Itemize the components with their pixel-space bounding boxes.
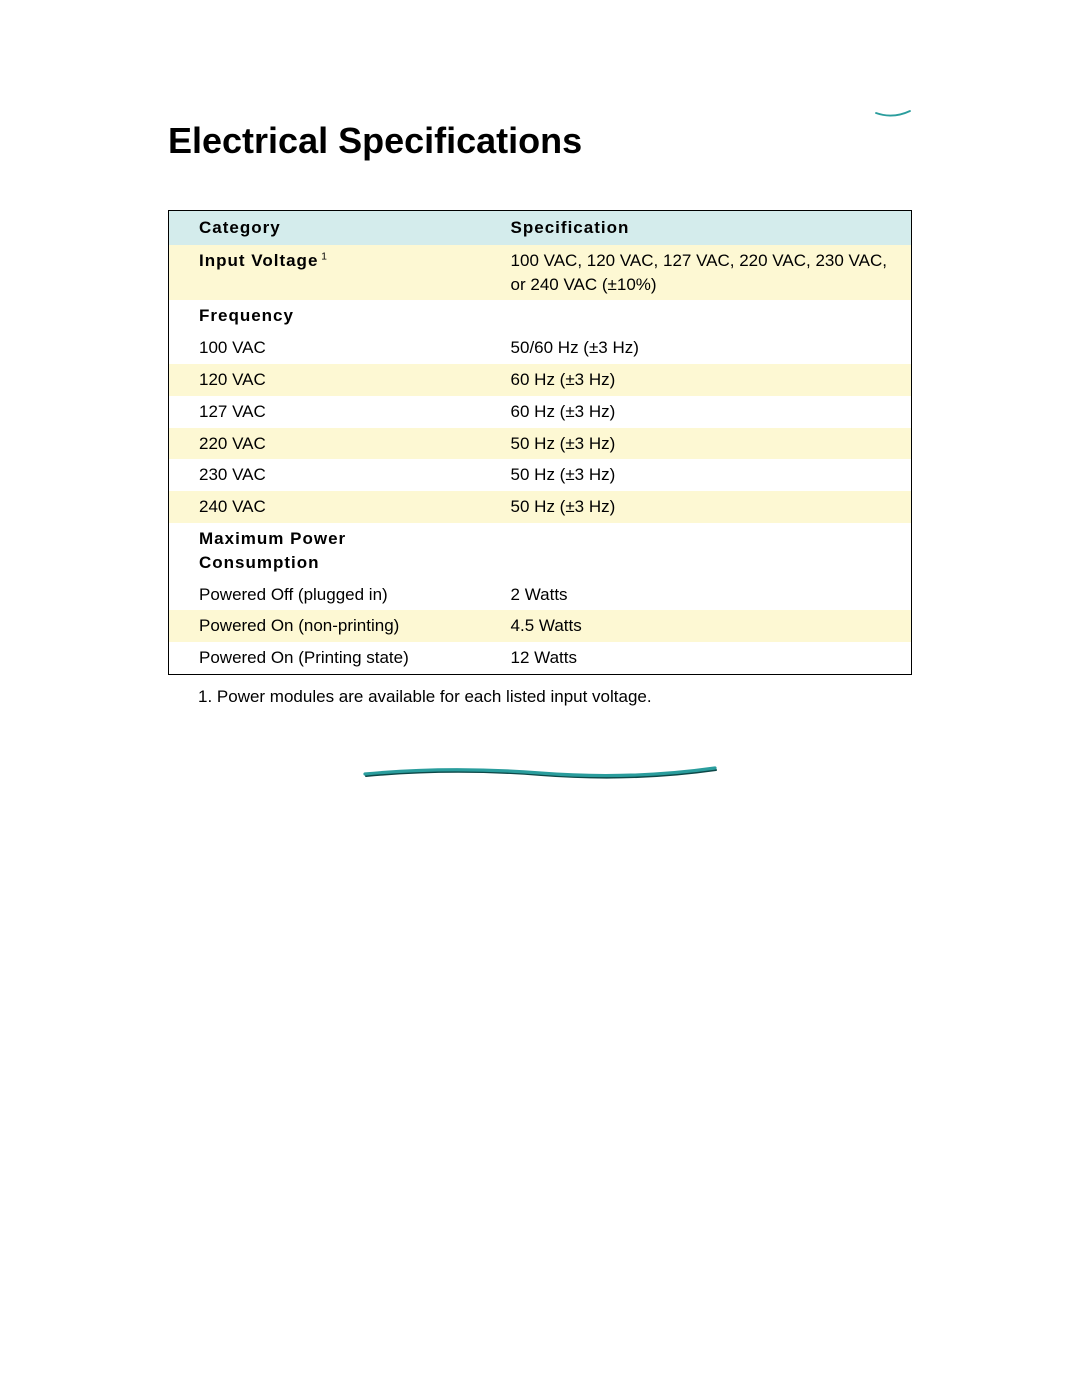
table-row: Maximum Power Consumption [169, 523, 912, 579]
divider-container [168, 762, 912, 784]
table-row: Frequency [169, 300, 912, 332]
header-spec: Specification [481, 211, 912, 245]
section-label: Input Voltage [199, 251, 318, 270]
header-category: Category [169, 211, 481, 245]
table-body: Input Voltage 1100 VAC, 120 VAC, 127 VAC… [169, 245, 912, 675]
corner-swoosh-svg [874, 109, 912, 121]
spec-table: Category Specification Input Voltage 110… [168, 210, 912, 675]
cell-spec: 100 VAC, 120 VAC, 127 VAC, 220 VAC, 230 … [481, 245, 912, 301]
table-row: 230 VAC50 Hz (±3 Hz) [169, 459, 912, 491]
cell-spec: 2 Watts [481, 579, 912, 611]
section-label: Frequency [199, 306, 294, 325]
table-row: Powered On (non-printing)4.5 Watts [169, 610, 912, 642]
table-row: 120 VAC60 Hz (±3 Hz) [169, 364, 912, 396]
cell-category: Maximum Power Consumption [169, 523, 481, 579]
table-row: 100 VAC50/60 Hz (±3 Hz) [169, 332, 912, 364]
page-container: Electrical Specifications Category Speci… [0, 0, 1080, 784]
cell-category: Frequency [169, 300, 481, 332]
table-row: 220 VAC50 Hz (±3 Hz) [169, 428, 912, 460]
cell-category: 127 VAC [169, 396, 481, 428]
cell-spec [481, 523, 912, 579]
cell-spec: 50 Hz (±3 Hz) [481, 459, 912, 491]
cell-spec: 50 Hz (±3 Hz) [481, 491, 912, 523]
cell-category: Input Voltage 1 [169, 245, 481, 301]
table-row: 240 VAC50 Hz (±3 Hz) [169, 491, 912, 523]
divider-swoosh-icon [360, 762, 720, 784]
section-label: Maximum Power Consumption [199, 529, 346, 572]
cell-category: 120 VAC [169, 364, 481, 396]
cell-category: 230 VAC [169, 459, 481, 491]
table-header-row: Category Specification [169, 211, 912, 245]
cell-spec: 60 Hz (±3 Hz) [481, 364, 912, 396]
table-row: Input Voltage 1100 VAC, 120 VAC, 127 VAC… [169, 245, 912, 301]
table-row: Powered On (Printing state)12 Watts [169, 642, 912, 674]
cell-spec: 12 Watts [481, 642, 912, 674]
table-row: 127 VAC60 Hz (±3 Hz) [169, 396, 912, 428]
cell-category: 100 VAC [169, 332, 481, 364]
cell-spec: 50 Hz (±3 Hz) [481, 428, 912, 460]
cell-spec [481, 300, 912, 332]
cell-category: Powered On (non-printing) [169, 610, 481, 642]
cell-spec: 60 Hz (±3 Hz) [481, 396, 912, 428]
cell-category: Powered Off (plugged in) [169, 579, 481, 611]
cell-category: Powered On (Printing state) [169, 642, 481, 674]
footnote-ref: 1 [318, 251, 327, 262]
cell-category: 220 VAC [169, 428, 481, 460]
cell-category: 240 VAC [169, 491, 481, 523]
page-title: Electrical Specifications [168, 120, 912, 162]
footnote: 1. Power modules are available for each … [168, 687, 912, 707]
cell-spec: 4.5 Watts [481, 610, 912, 642]
table-row: Powered Off (plugged in)2 Watts [169, 579, 912, 611]
corner-swoosh-icon [874, 108, 912, 126]
cell-spec: 50/60 Hz (±3 Hz) [481, 332, 912, 364]
